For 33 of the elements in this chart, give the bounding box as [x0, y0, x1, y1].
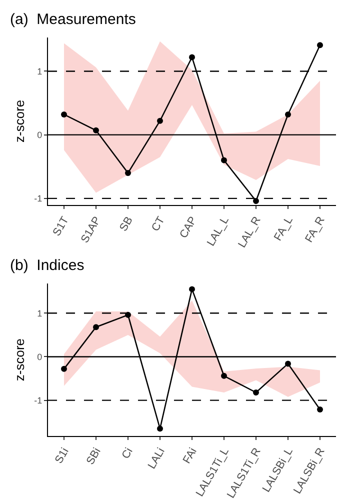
y-axis-title: z-score: [12, 338, 28, 382]
chart-title: (a) Measurements: [10, 11, 136, 28]
y-tick-label: 1: [37, 66, 42, 76]
point: [93, 324, 99, 330]
point: [157, 118, 163, 124]
x-tick-label: SBi: [84, 446, 104, 467]
point: [157, 426, 163, 432]
point: [253, 389, 259, 396]
x-tick-label: FAi: [181, 446, 200, 466]
point: [61, 366, 67, 372]
x-tick-label: S1i: [53, 446, 72, 466]
point: [317, 406, 323, 412]
y-tick-label: -1: [34, 395, 42, 406]
point: [221, 157, 227, 164]
point: [189, 286, 195, 292]
point: [125, 170, 131, 176]
x-tick-label: SB: [118, 214, 136, 234]
point: [93, 127, 99, 134]
y-tick-label: 0: [37, 130, 42, 140]
chart-title: (b) Indices: [10, 257, 84, 274]
y-tick-label: -1: [34, 194, 42, 204]
point: [285, 360, 291, 367]
point: [285, 111, 291, 118]
point: [189, 54, 195, 60]
y-tick-label: 1: [37, 308, 42, 318]
x-tick-label: Ci: [120, 446, 136, 461]
y-tick-label: 0: [37, 352, 42, 362]
point: [221, 372, 227, 379]
point: [253, 198, 259, 204]
point: [317, 42, 323, 48]
x-tick-label: CT: [150, 214, 168, 234]
point: [61, 111, 67, 118]
y-axis-title: z-score: [12, 100, 28, 142]
